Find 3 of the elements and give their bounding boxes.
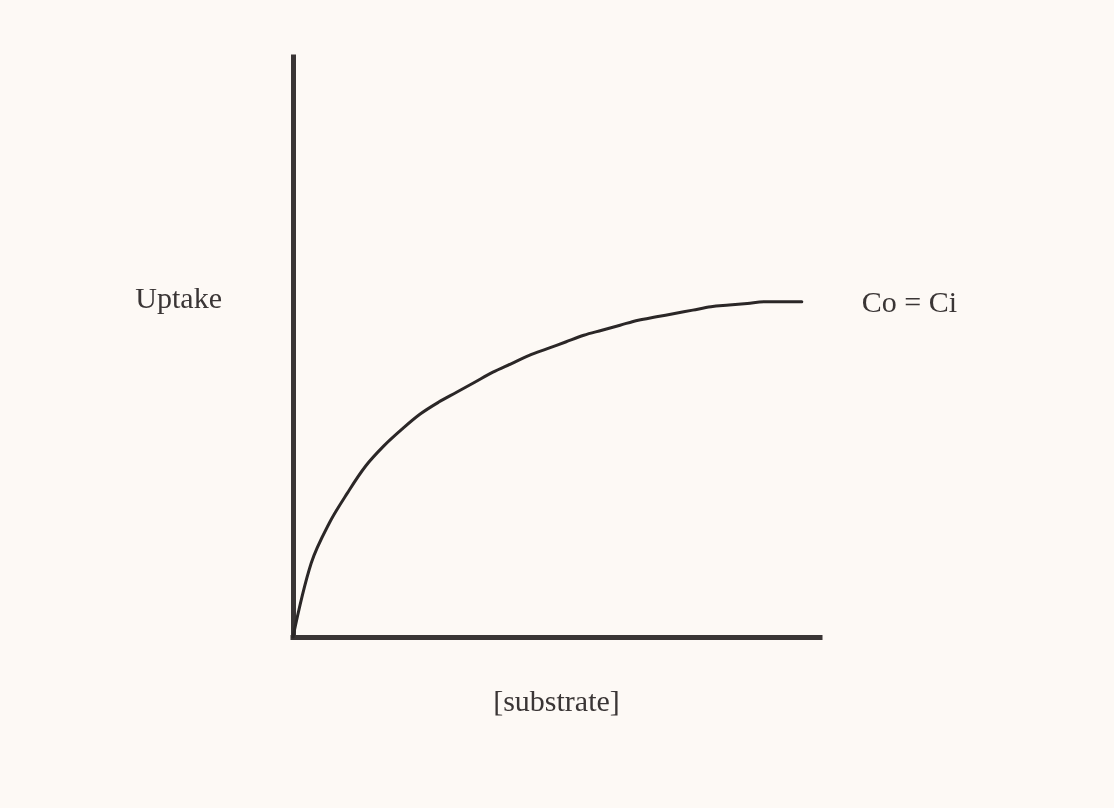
x-axis-title: [substrate]	[493, 683, 620, 717]
series-label: Co = Ci	[861, 285, 958, 319]
y-axis-title: Uptake	[135, 280, 222, 314]
